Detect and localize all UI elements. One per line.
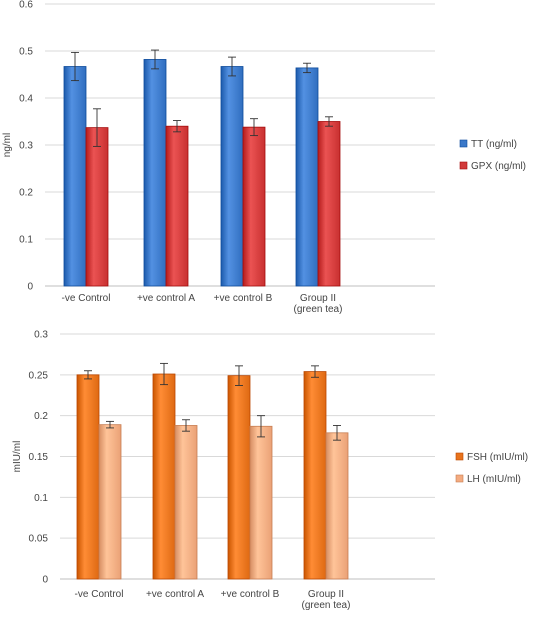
y-tick-label: 0.3 (19, 141, 33, 152)
category-label: +ve control B (214, 293, 273, 304)
bar (143, 59, 167, 287)
chart-1: 0 0.1 0.2 0.3 0.4 0.5 0.6 ng/ml -ve Control +ve c… (2, 0, 526, 315)
category-label: -ve Control (75, 589, 124, 600)
y-tick-label: 0.2 (34, 411, 48, 422)
y-tick-label: 0.2 (19, 188, 33, 199)
bar (227, 375, 251, 580)
y-tick-label: 0.05 (29, 534, 49, 545)
y-tick-label: 0.15 (29, 452, 49, 463)
category-label: (green tea) (302, 600, 351, 611)
category-label: +ve control A (137, 293, 195, 304)
chart-2: 0 0.05 0.1 0.15 0.2 0.25 0.3 mIU/ml -ve Control +… (12, 330, 528, 612)
legend-swatch (459, 139, 468, 148)
bar (249, 425, 273, 580)
category-label: +ve control A (146, 589, 204, 600)
y-tick-label: 0.25 (29, 370, 49, 381)
y-tick-label: 0.6 (19, 0, 33, 11)
y-tick-label: 0.4 (19, 94, 33, 105)
bar (325, 432, 349, 580)
category-label: Group II (300, 293, 336, 304)
bar (295, 67, 319, 287)
bar (76, 374, 100, 580)
category-label: -ve Control (62, 293, 111, 304)
legend-swatch (455, 452, 464, 461)
y-tick-label: 0.1 (34, 493, 48, 504)
legend-label: FSH (mIU/ml) (467, 452, 528, 463)
y-tick-label: 0.3 (34, 330, 48, 341)
bar (317, 121, 341, 287)
bar (174, 425, 198, 580)
legend-swatch (459, 161, 468, 170)
y-axis-title: ng/ml (2, 133, 13, 157)
bar (85, 127, 109, 287)
category-label: +ve control B (221, 589, 280, 600)
bar (63, 66, 87, 287)
bar (220, 66, 244, 287)
bar (98, 424, 122, 580)
bar (152, 373, 176, 580)
legend-label: GPX (ng/ml) (471, 161, 526, 172)
y-tick-label: 0.1 (19, 235, 33, 246)
legend-swatch (455, 474, 464, 483)
bar (303, 371, 327, 580)
y-tick-label: 0 (27, 282, 33, 293)
y-axis-title: mIU/ml (12, 441, 23, 473)
category-label: Group II (308, 589, 344, 600)
legend-label: LH (mIU/ml) (467, 474, 521, 485)
category-label: (green tea) (294, 304, 343, 315)
y-tick-label: 0.5 (19, 47, 33, 58)
legend-label: TT (ng/ml) (471, 139, 517, 150)
y-tick-label: 0 (42, 575, 48, 586)
bar (165, 125, 189, 287)
bar (242, 126, 266, 287)
